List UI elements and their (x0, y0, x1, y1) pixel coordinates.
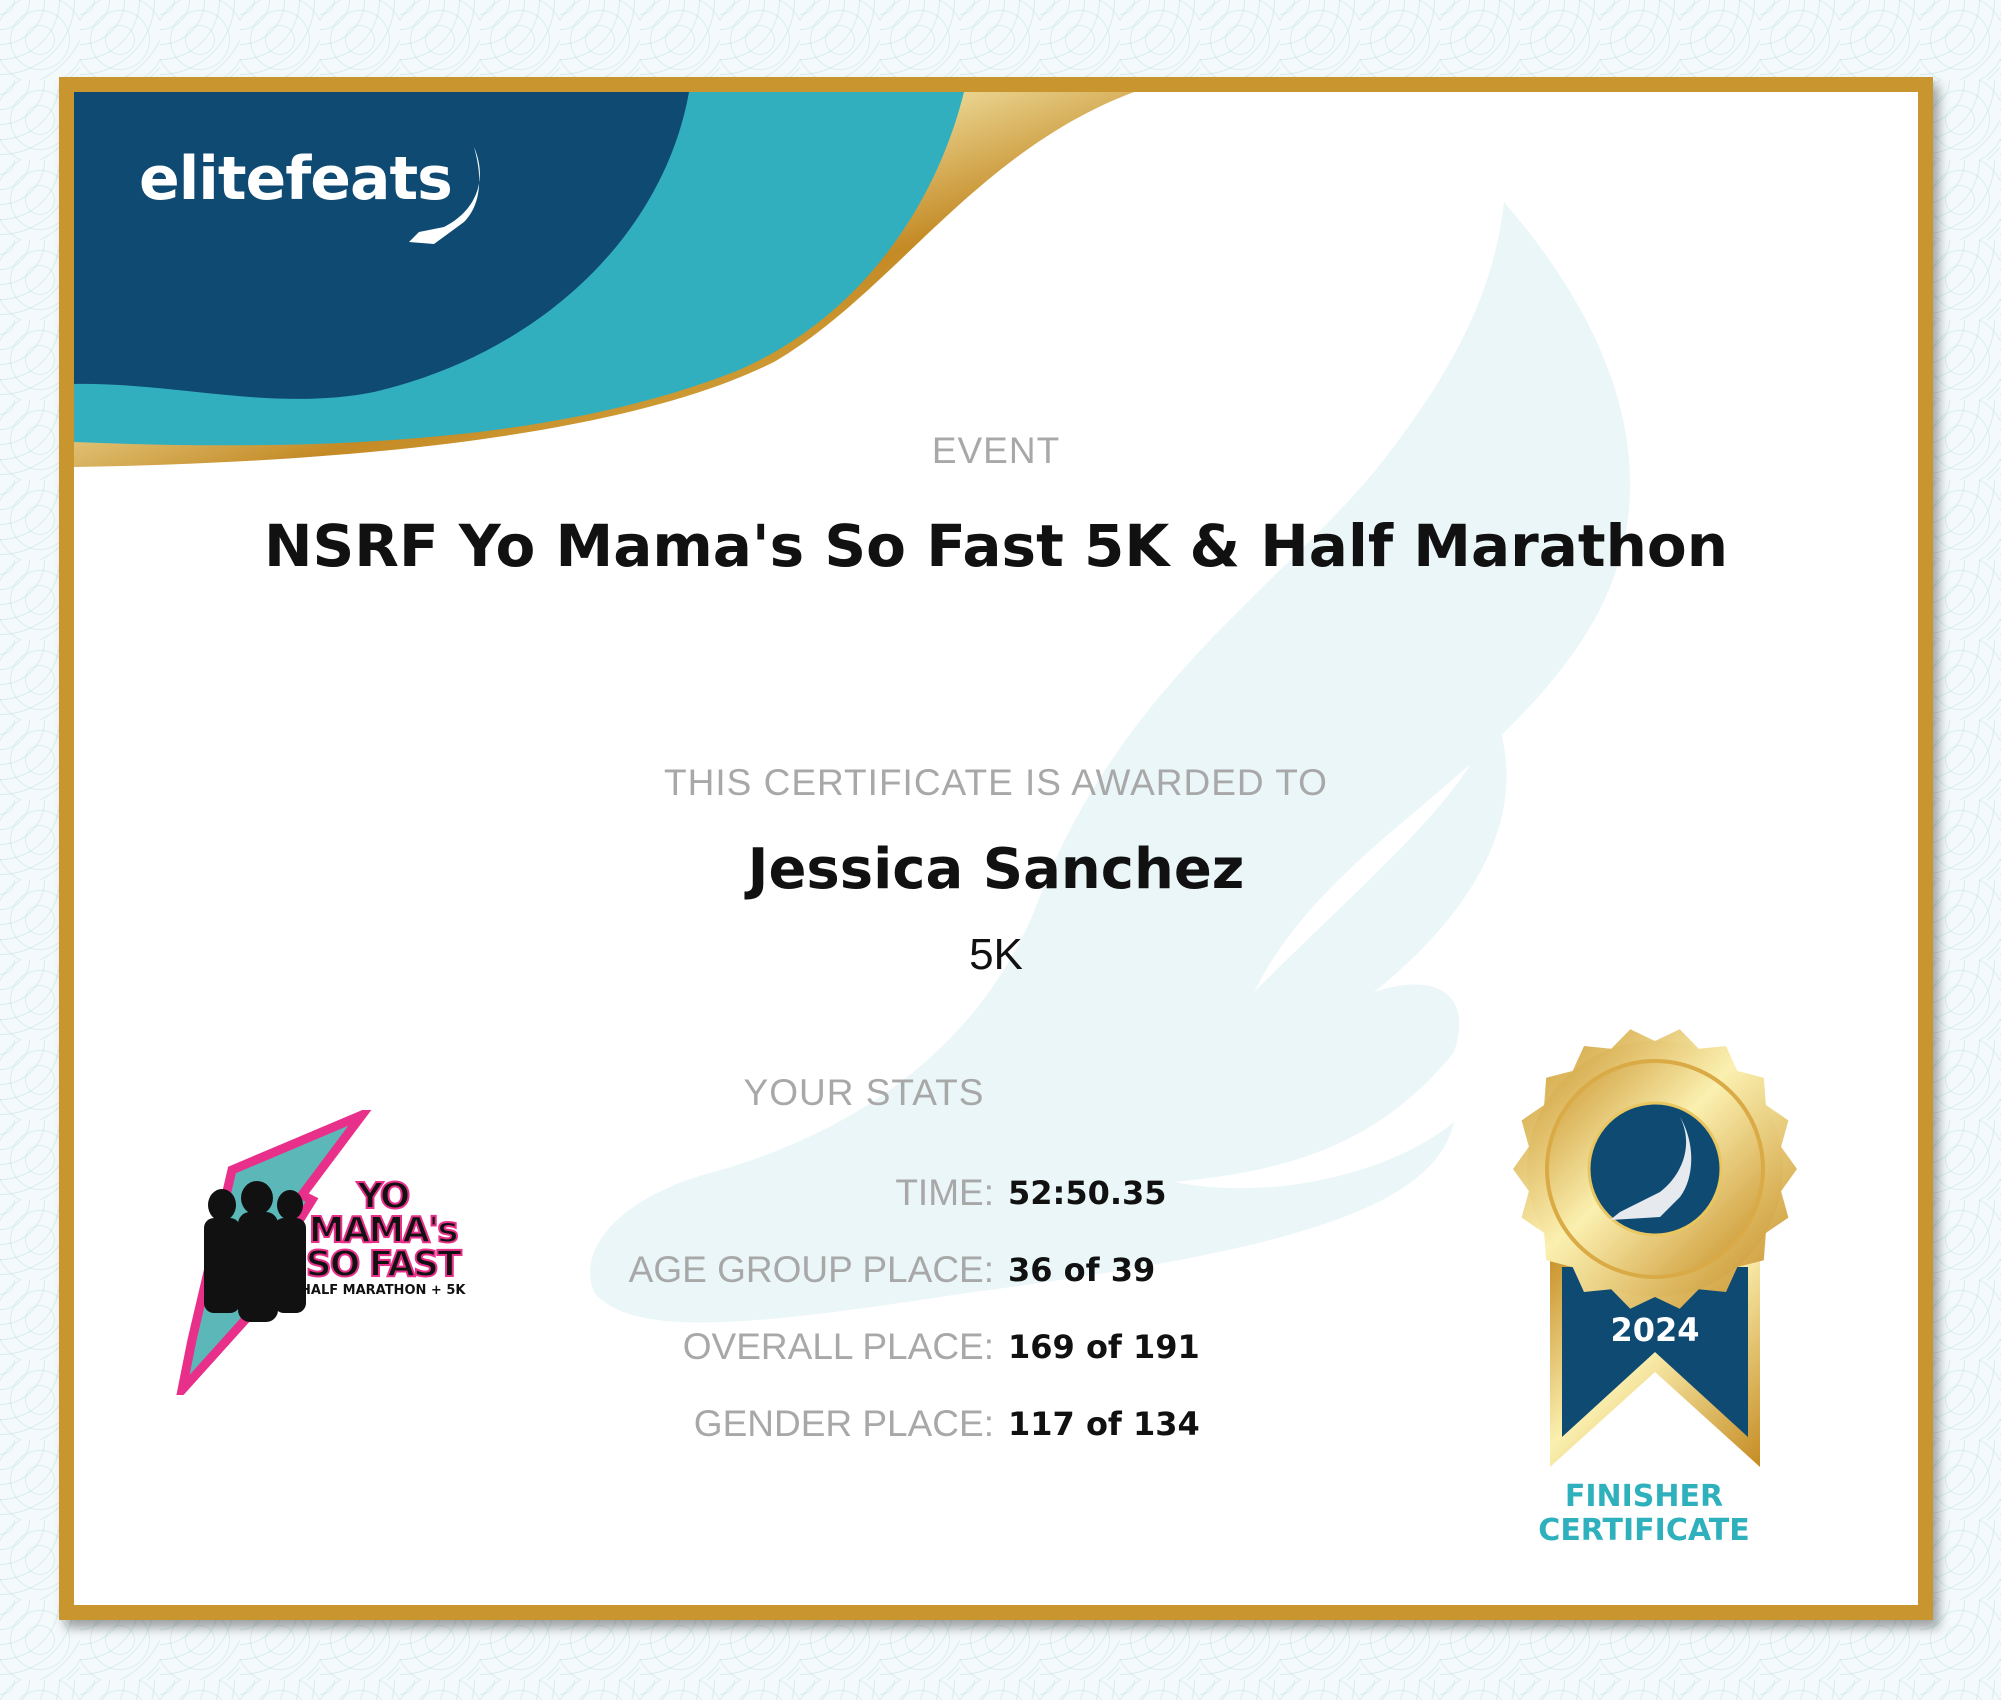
stat-value: 52:50.35 (1008, 1174, 1167, 1212)
event-title: NSRF Yo Mama's So Fast 5K & Half Maratho… (263, 512, 1729, 580)
stat-row-overall: OVERALL PLACE: 169 of 191 (374, 1326, 1374, 1376)
logo-line: MAMA's (308, 1210, 460, 1251)
stat-label: AGE GROUP PLACE: (628, 1249, 994, 1290)
lightning-bolt-icon (176, 1110, 372, 1395)
stat-label: GENDER PLACE: (693, 1403, 994, 1444)
medal-badge: 2024 (1513, 1029, 1797, 1467)
stat-row-gender: GENDER PLACE: 117 of 134 (374, 1403, 1374, 1453)
race-distance: 5K (969, 930, 1023, 979)
stat-label: TIME: (895, 1172, 994, 1213)
logo-line: YO (356, 1176, 411, 1217)
elitefeats-logo: elitefeats (139, 144, 453, 214)
certificate-label: CERTIFICATE (1538, 1513, 1750, 1548)
recipient-name: Jessica Sanchez (747, 837, 1245, 902)
winged-foot-icon (1610, 1117, 1692, 1220)
winged-foot-icon (409, 147, 480, 244)
event-logo: YO MAMA's SO FAST HALF MARATHON + 5K (172, 1110, 502, 1395)
stat-row-time: TIME: 52:50.35 (374, 1172, 1374, 1222)
stat-value: 117 of 134 (1008, 1405, 1200, 1443)
stat-row-age-group: AGE GROUP PLACE: 36 of 39 (374, 1249, 1374, 1299)
finisher-label: FINISHER (1564, 1479, 1724, 1514)
navy-band (74, 92, 689, 399)
certificate: elitefeats EVENT NSRF Yo Mama's So Fast … (74, 92, 1918, 1605)
logo-line: SO FAST (305, 1244, 463, 1285)
stat-value: 36 of 39 (1008, 1251, 1156, 1289)
stats-title: YOUR STATS (743, 1072, 985, 1113)
awarded-to-label: THIS CERTIFICATE IS AWARDED TO (664, 762, 1328, 803)
medal-year: 2024 (1610, 1311, 1699, 1349)
header-decoration (74, 92, 1631, 1323)
stat-label: OVERALL PLACE: (682, 1326, 994, 1367)
stat-value: 169 of 191 (1008, 1328, 1200, 1366)
logo-line: HALF MARATHON + 5K (300, 1283, 466, 1298)
event-label: EVENT (931, 430, 1061, 471)
watermark-winged-foot-icon (590, 202, 1631, 1323)
